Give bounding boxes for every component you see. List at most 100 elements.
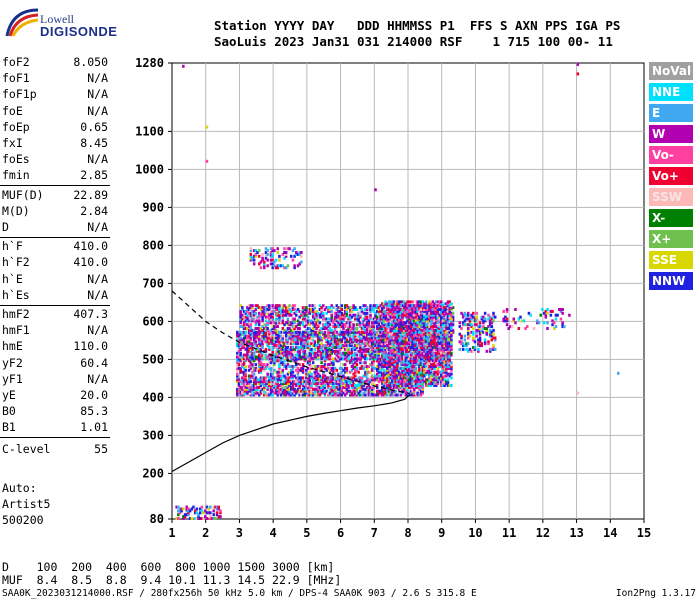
echo-point	[438, 325, 441, 329]
echo-point	[242, 366, 246, 370]
echo-point	[436, 351, 440, 355]
echo-point	[246, 393, 249, 397]
echo-point	[343, 306, 347, 310]
echo-point	[446, 344, 450, 348]
echo-point	[305, 334, 308, 338]
echo-point	[411, 391, 414, 395]
echo-point	[340, 313, 344, 317]
echo-point	[239, 359, 242, 363]
echo-point	[350, 384, 354, 387]
echo-point	[374, 317, 377, 321]
echo-point	[436, 366, 440, 370]
echo-point	[409, 357, 413, 361]
echo-point	[364, 328, 367, 332]
echo-point	[443, 315, 446, 319]
echo-point	[257, 321, 261, 325]
echo-point	[448, 336, 451, 340]
echo-point	[247, 342, 251, 346]
echo-point	[323, 357, 327, 361]
echo-point	[357, 393, 360, 397]
echo-point	[269, 374, 273, 378]
echo-point	[470, 325, 473, 329]
echo-point	[333, 349, 337, 353]
echo-point	[249, 328, 253, 332]
echo-point	[271, 347, 274, 351]
echo-point	[247, 349, 251, 353]
echo-point	[256, 346, 259, 349]
echo-point	[257, 357, 261, 361]
echo-point	[360, 336, 364, 340]
echo-point	[308, 359, 312, 363]
echo-point	[293, 317, 296, 321]
echo-point	[293, 387, 296, 391]
echo-point	[311, 353, 315, 357]
echo-point	[399, 363, 403, 367]
echo-point	[413, 319, 416, 323]
x-tick-label: 9	[438, 526, 445, 540]
echo-point	[426, 321, 430, 325]
echo-point	[397, 309, 401, 313]
param-name: h`E	[2, 271, 23, 286]
echo-point	[257, 336, 261, 340]
echo-point	[396, 309, 399, 313]
echo-point	[269, 355, 273, 359]
echo-point	[381, 308, 384, 311]
echo-point	[387, 357, 391, 361]
echo-point	[468, 321, 472, 325]
echo-point	[406, 387, 409, 391]
echo-point	[311, 357, 315, 361]
echo-point	[372, 385, 376, 389]
echo-point	[402, 372, 406, 376]
echo-point	[367, 325, 371, 329]
echo-point	[441, 368, 445, 372]
echo-point	[322, 387, 325, 391]
echo-point	[433, 325, 436, 329]
echo-point	[374, 376, 377, 380]
echo-point	[283, 344, 286, 348]
echo-point	[392, 393, 396, 397]
echo-point	[247, 344, 251, 348]
echo-point	[381, 344, 384, 348]
echo-point	[411, 378, 414, 382]
echo-point	[426, 325, 430, 329]
echo-point	[397, 313, 401, 317]
echo-point	[249, 387, 253, 391]
echo-point	[352, 353, 355, 357]
echo-point	[251, 347, 254, 351]
echo-point	[308, 389, 312, 393]
autoscaler-name: Artist5	[2, 497, 51, 511]
echo-point	[426, 338, 430, 342]
echo-point	[377, 351, 381, 355]
echo-point	[236, 332, 239, 336]
echo-point	[374, 311, 377, 315]
echo-point	[281, 363, 285, 367]
echo-point	[320, 327, 323, 330]
echo-point	[284, 389, 288, 393]
echo-point	[296, 347, 300, 351]
echo-point	[252, 353, 256, 357]
echo-point	[327, 376, 330, 380]
echo-point	[322, 313, 325, 317]
echo-point	[421, 372, 424, 376]
echo-point	[316, 372, 320, 376]
echo-point	[392, 338, 396, 342]
echo-point	[374, 313, 377, 317]
echo-point	[404, 351, 408, 355]
echo-point	[450, 351, 453, 355]
echo-point	[239, 389, 242, 393]
echo-point	[330, 342, 333, 346]
echo-point	[310, 385, 313, 389]
echo-point	[382, 389, 386, 393]
echo-point	[431, 340, 435, 344]
echo-point	[370, 368, 374, 372]
echo-point	[236, 374, 239, 378]
echo-point	[237, 334, 241, 338]
echo-point	[428, 349, 431, 353]
echo-point	[387, 361, 391, 365]
echo-point	[330, 363, 333, 367]
echo-point	[408, 374, 411, 378]
echo-point	[268, 319, 271, 323]
echo-point	[423, 328, 426, 332]
echo-point	[323, 308, 327, 311]
echo-point	[347, 323, 350, 327]
